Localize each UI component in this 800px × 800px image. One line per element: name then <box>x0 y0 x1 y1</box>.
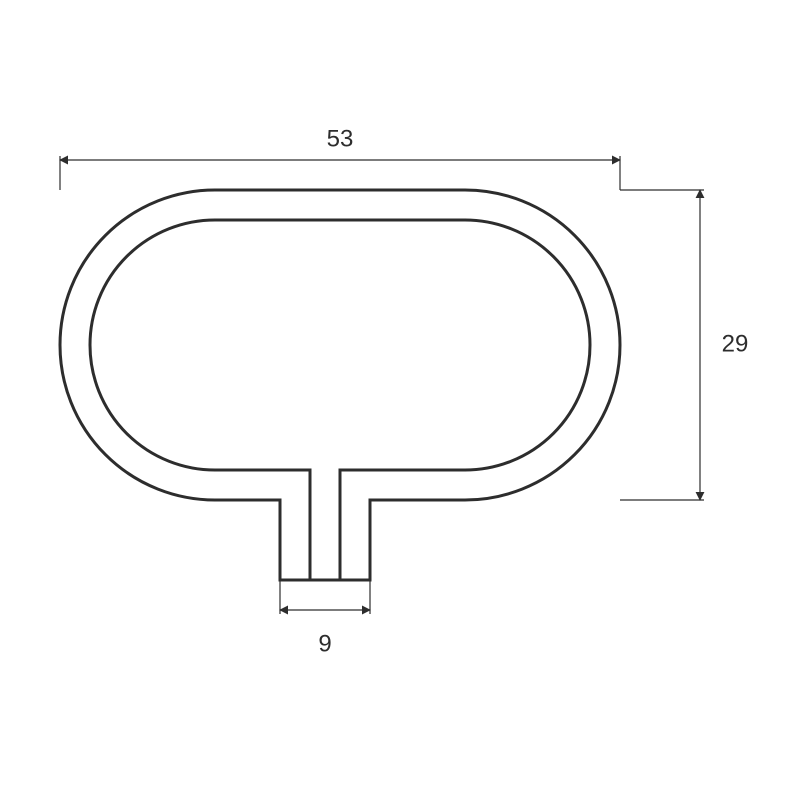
dimension-stem-label: 9 <box>318 630 331 657</box>
dimension-height-label: 29 <box>722 330 749 357</box>
inner-contour <box>90 220 590 580</box>
dimension-height: 29 <box>620 190 748 500</box>
dimension-stem: 9 <box>280 580 370 657</box>
dimension-width: 53 <box>60 125 620 190</box>
part-outline <box>60 190 620 580</box>
dimension-width-label: 53 <box>327 125 354 152</box>
